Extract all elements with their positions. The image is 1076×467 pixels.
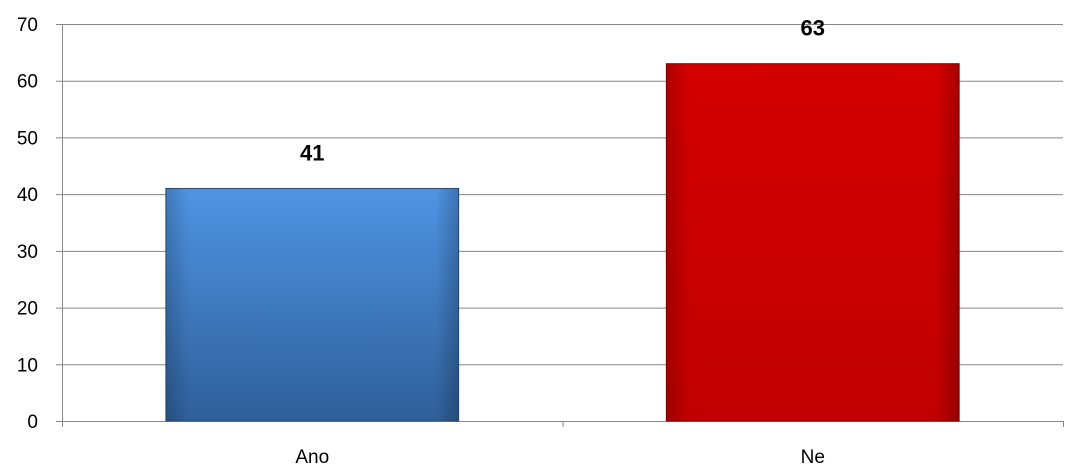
y-tick-label: 10	[17, 355, 38, 376]
x-tick-label: Ne	[801, 447, 825, 467]
x-tick-label: Ano	[295, 447, 329, 467]
labels: 0 10 20 30 40 50 60 70 41 Ano 63 Ne	[17, 15, 825, 467]
data-label: 41	[300, 140, 324, 165]
y-tick-label: 40	[17, 185, 38, 206]
y-tick-label: 60	[17, 72, 38, 93]
bar-shading	[165, 188, 459, 421]
bars	[165, 63, 960, 422]
y-tick-label: 70	[17, 15, 38, 36]
data-label: 63	[801, 16, 825, 41]
axes	[62, 24, 1064, 427]
y-tick-label: 30	[17, 242, 38, 263]
y-tick-label: 20	[17, 299, 38, 320]
bar-shading	[666, 63, 960, 421]
y-tick-label: 50	[17, 128, 38, 149]
y-tick-label: 0	[27, 412, 38, 433]
